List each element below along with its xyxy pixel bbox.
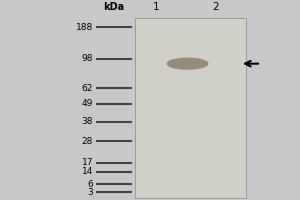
Text: 188: 188 (76, 23, 93, 32)
Text: 14: 14 (82, 167, 93, 176)
Text: 1: 1 (153, 2, 159, 12)
Text: kDa: kDa (103, 2, 124, 12)
FancyBboxPatch shape (135, 18, 246, 198)
Text: 49: 49 (82, 99, 93, 108)
Text: 62: 62 (82, 84, 93, 93)
Text: 2: 2 (213, 2, 219, 12)
Ellipse shape (167, 58, 208, 70)
Text: 6: 6 (87, 180, 93, 189)
Text: 38: 38 (82, 117, 93, 126)
Text: 3: 3 (87, 188, 93, 197)
Text: 17: 17 (82, 158, 93, 167)
Text: 98: 98 (82, 54, 93, 63)
Text: 28: 28 (82, 137, 93, 146)
